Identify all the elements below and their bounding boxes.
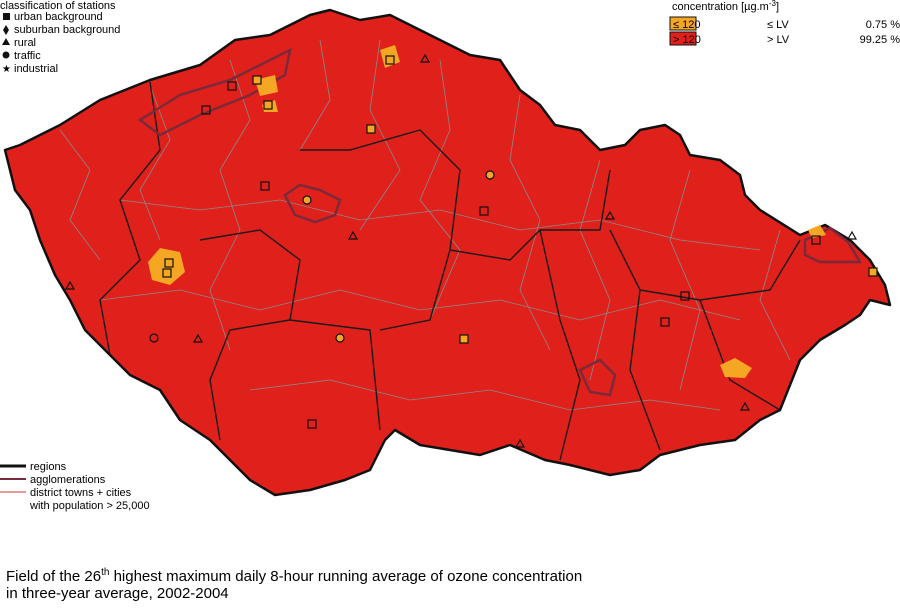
legend-lv: > LV: [767, 34, 790, 46]
caption-text: highest maximum daily 8-hour running ave…: [109, 568, 583, 585]
suburban-symbol: [3, 25, 9, 35]
legend-item: suburban background: [14, 24, 120, 36]
legend-item: with population > 25,000: [29, 500, 150, 512]
caption-sup: th: [101, 567, 110, 578]
legend-range: ≤ 120: [673, 19, 700, 31]
caption-text: in three-year average, 2002-2004: [6, 585, 229, 602]
region-lines: [99, 81, 801, 461]
concentration-title: concentration [µg.m-3]: [672, 0, 779, 13]
low-swatch: [669, 16, 697, 31]
urban-symbol: [3, 13, 10, 20]
rural-symbol: [2, 38, 10, 45]
legend-item: urban background: [14, 11, 103, 23]
legend-title: classification of stations: [0, 0, 116, 12]
legend-item: regions: [30, 461, 67, 473]
legend-share: 0.75 %: [866, 19, 900, 31]
caption-text: Field of the 26: [6, 568, 102, 585]
legend-item: rural: [14, 37, 36, 49]
traffic-symbol: [2, 51, 10, 59]
legend-range: > 120: [673, 34, 701, 46]
legend-item: industrial: [14, 63, 58, 75]
map: classification of stations urban backgro…: [0, 0, 900, 512]
legend-item: traffic: [14, 50, 41, 62]
industrial-symbol: ★: [2, 64, 11, 75]
caption: Field of the 26th highest maximum daily …: [6, 567, 583, 603]
agglomerations: [137, 47, 863, 397]
legend-item: agglomerations: [30, 474, 106, 486]
legend-share: 99.25 %: [860, 34, 900, 46]
country-area: [3, 8, 892, 497]
high-swatch: [669, 31, 697, 46]
legend-item: district towns + cities: [30, 487, 132, 499]
legend-lv: ≤ LV: [767, 19, 789, 31]
stations: [64, 53, 878, 448]
